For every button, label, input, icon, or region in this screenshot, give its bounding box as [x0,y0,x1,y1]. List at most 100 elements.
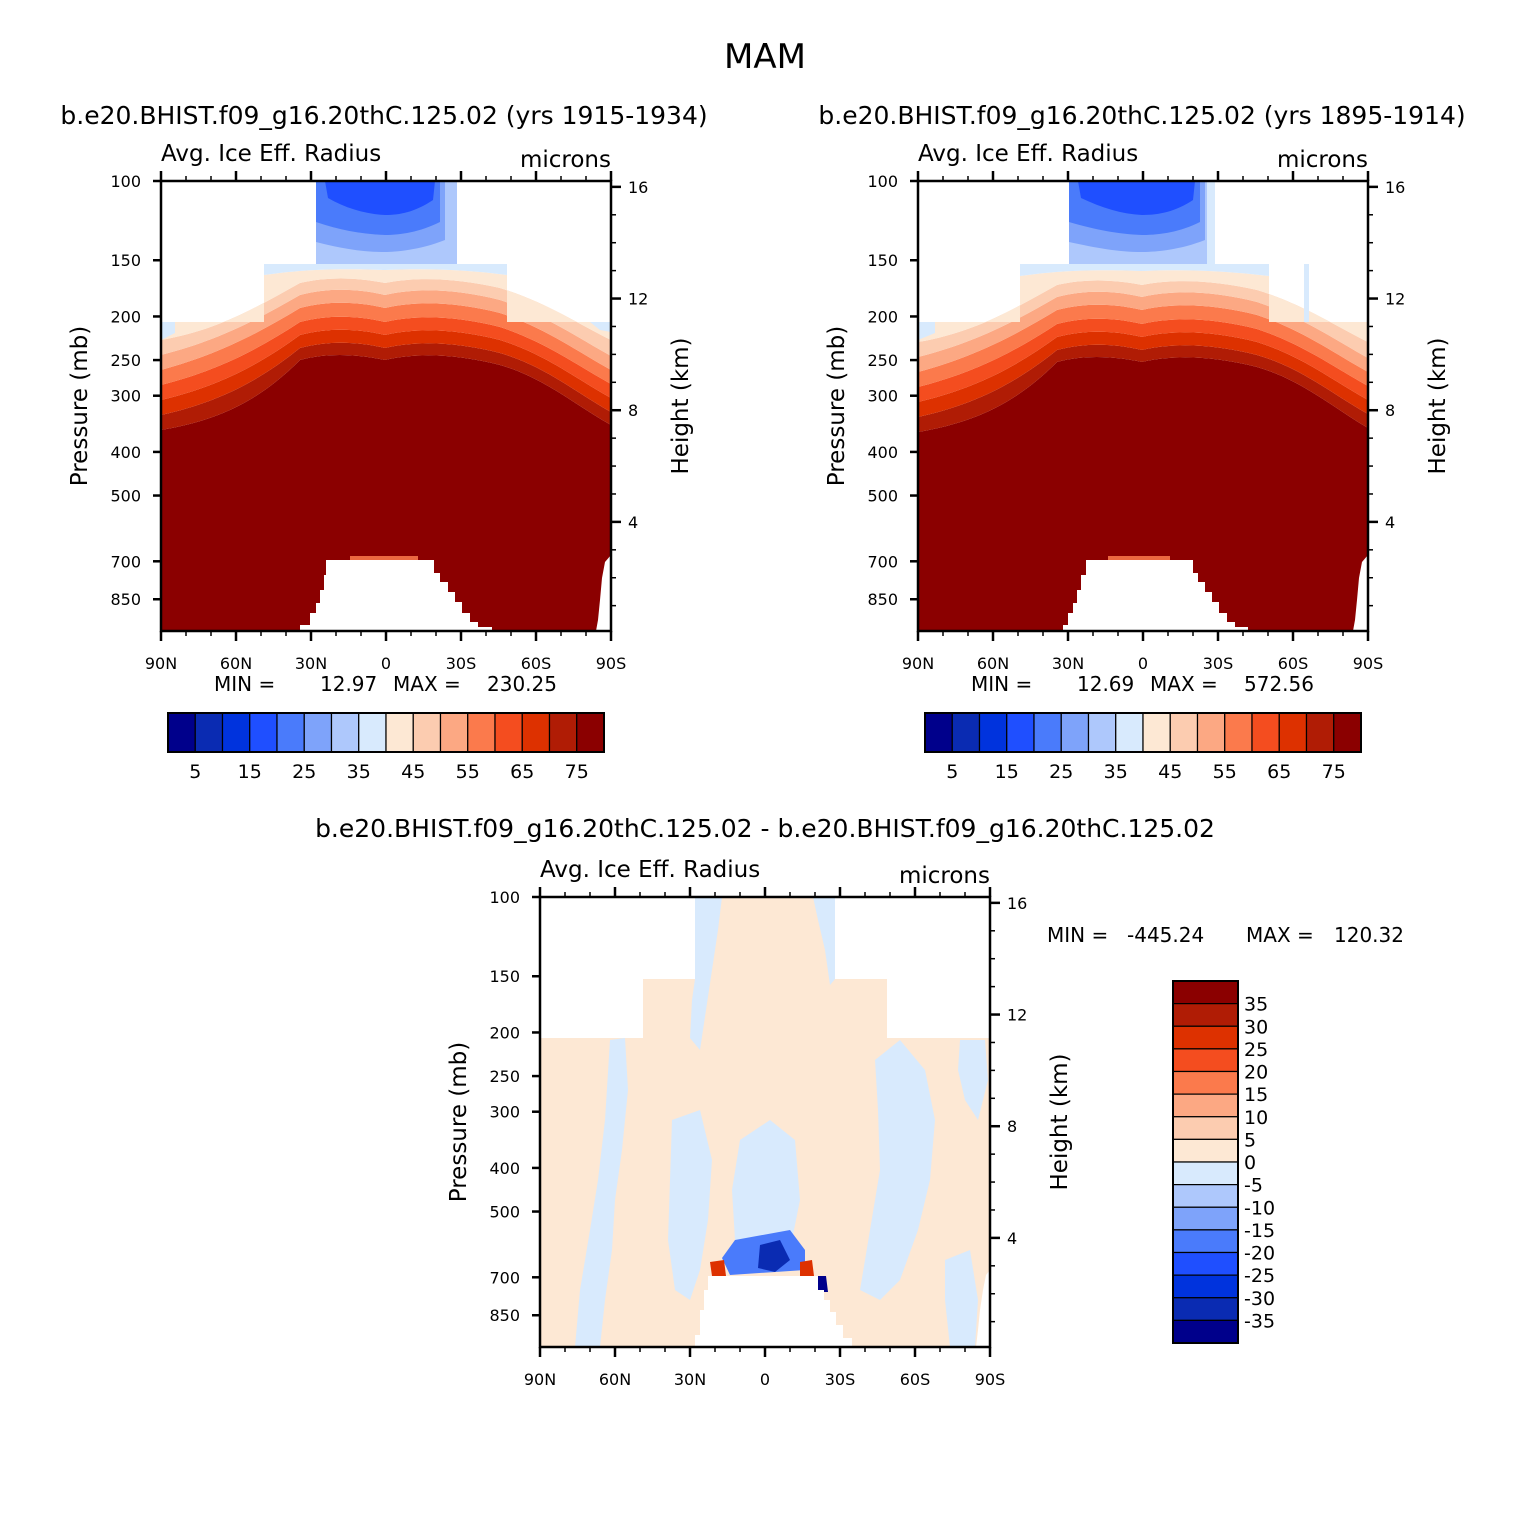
x-tick-label: 0 [381,654,391,673]
colorbar-swatch [249,712,278,753]
panel-3-anomaly-red-left [710,1260,726,1276]
x-tick-label: 90N [902,654,934,673]
colorbar-swatch [221,712,251,753]
panel-1-topo-fringe [350,556,418,560]
colorbar-swatch [439,712,469,753]
panel-2-topography-right [1353,555,1368,631]
colorbar-label: -20 [1244,1243,1275,1265]
colorbar-swatch [385,712,414,753]
panel-2-topo-fringe [1108,556,1170,560]
panel-1-topography-right [596,555,611,631]
panel-1-ice-core [161,355,611,631]
panel-1-plot-area [161,181,611,631]
colorbar-swatch [303,712,333,753]
colorbar-swatch [1172,1319,1239,1344]
panel-1-band-55 [161,302,611,385]
x-tick-label: 30N [1052,654,1084,673]
panel-1-min-label: MIN = [214,672,275,696]
x-tick-label: 90S [596,654,627,673]
colorbar-label: 55 [1213,761,1237,783]
colorbar-label: 35 [1104,761,1128,783]
x-tick-label: 90N [524,1370,556,1389]
panel-2-ylabel-right: Height (km) [1425,337,1451,474]
panel-1-band-50 [161,289,611,370]
panel-2-ylabel: Pressure (mb) [824,326,850,486]
panel-1-cap-15 [325,181,435,215]
x-tick-label: 30N [674,1370,706,1389]
x-tick-label: 60N [220,654,252,673]
colorbar-label: 75 [1322,761,1346,783]
colorbar-label: 65 [1267,761,1291,783]
panel-1: b.e20.BHIST.f09_g16.20thC.125.02 (yrs 19… [60,101,707,783]
figure-title: MAM [724,37,806,77]
panel-3-neg-upper-left [690,897,722,1050]
panel-1-colorbar: 5 15 25 35 45 55 65 75 [167,712,605,783]
panel-2-band-55 [918,304,1368,387]
y-tick-label: 300 [489,1103,520,1122]
y-tick-label: 400 [489,1159,520,1178]
panel-3-max-label: MAX = [1246,923,1314,947]
y-tick-label: 850 [489,1306,520,1325]
panel-2-band-35b [918,322,935,340]
y-tick-label: 700 [867,552,898,571]
height-tick-label: 16 [1007,894,1027,913]
colorbar-swatch [1172,1161,1239,1186]
panel-1-min-value: 12.97 [320,672,377,696]
panel-3-min-value: -445.24 [1127,923,1204,947]
panel-2-band-65 [918,331,1368,417]
y-tick-label: 250 [489,1067,520,1086]
y-tick-label: 100 [110,172,141,191]
x-tick-label: 30S [1203,654,1234,673]
panel-1-band-35c [590,322,611,332]
colorbar-swatch [1172,1229,1239,1254]
panel-2-colorbar: 5 15 25 35 45 55 65 75 [924,712,1362,783]
colorbar-frame [924,712,1362,753]
colorbar-swatch [1087,712,1117,753]
y-tick-label: 150 [867,251,898,270]
panel-1-cap-edge [445,181,457,264]
colorbar-swatch [167,712,196,753]
colorbar-swatch [1172,1206,1239,1231]
colorbar-label: -5 [1244,1175,1263,1197]
panel-2-band-35 [1020,264,1269,276]
panel-3-anomaly-deepblue [758,1240,790,1272]
colorbar-label: 35 [347,761,371,783]
y-tick-label: 250 [110,351,141,370]
colorbar-label: -30 [1244,1288,1275,1310]
colorbar-swatch [276,712,305,753]
colorbar-swatch [1172,1093,1239,1118]
colorbar-swatch [951,712,981,753]
colorbar-label: -25 [1244,1265,1275,1287]
x-tick-label: 60N [599,1370,631,1389]
colorbar-label: 5 [1244,1129,1256,1151]
panel-2-cap-15 [1078,181,1195,215]
colorbar-swatch [1172,1003,1239,1027]
colorbar-swatch [978,712,1008,753]
colorbar-label: 65 [510,761,534,783]
colorbar-label: 25 [1244,1039,1268,1061]
colorbar-swatch [1172,1251,1239,1276]
panel-2-band-50 [918,291,1368,372]
y-tick-label: 850 [867,590,898,609]
colorbar-label: 25 [1049,761,1073,783]
colorbar-swatch [1169,712,1199,753]
height-tick-label: 12 [1007,1006,1027,1025]
colorbar-label: 15 [1244,1084,1268,1106]
colorbar-swatch [494,712,523,753]
panel-3-topography-right [976,1270,990,1347]
panel-3-topography [690,1276,852,1347]
panel-1-axes: 90N 60N 30N 0 30S 60S 90S 100 150 200 250 300 400 500… [110,171,648,673]
y-tick-label: 700 [489,1268,520,1287]
colorbar-swatch [1172,1070,1239,1095]
x-tick-label: 30N [295,654,327,673]
height-tick-label: 12 [1385,290,1405,309]
colorbar-label: 15 [995,761,1019,783]
colorbar-swatch [576,712,605,753]
panel-1-max-value: 230.25 [487,672,557,696]
colorbar-swatch [1224,712,1253,753]
height-tick-label: 8 [1007,1117,1017,1136]
colorbar-label: 5 [189,761,201,783]
y-tick-label: 100 [489,888,520,907]
colorbar-swatch [1033,712,1062,753]
